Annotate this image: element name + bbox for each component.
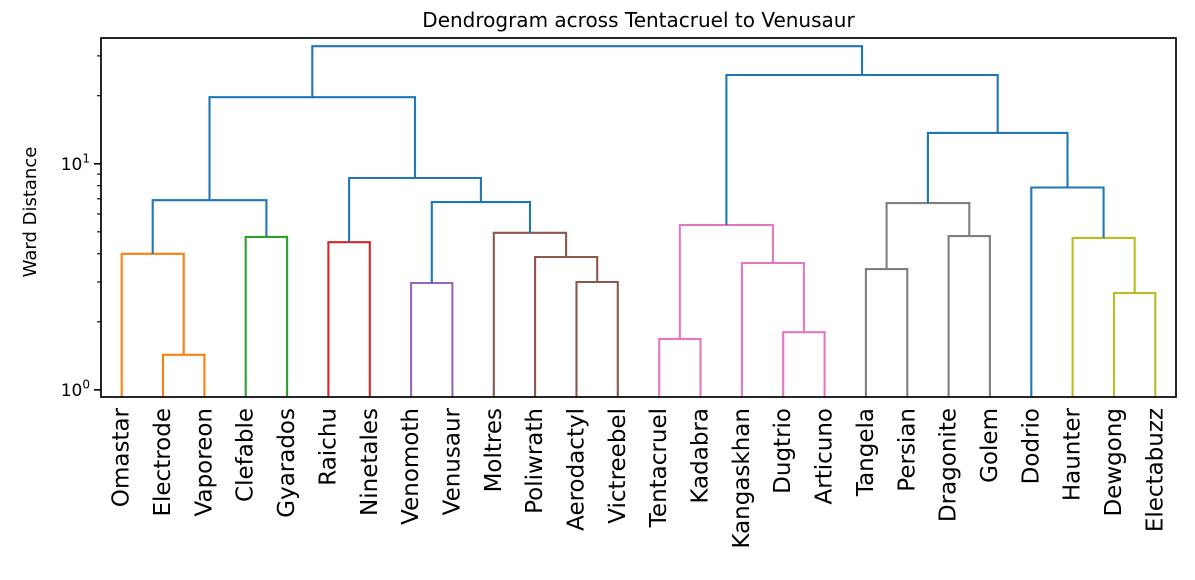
dendrogram-link-m19 (1112, 292, 1157, 397)
dendrogram-link-m2 (244, 235, 289, 397)
leaf-label-tentacruel: Tentacruel (646, 408, 672, 528)
leaf-label-gyarados: Gyarados (274, 408, 300, 518)
leaf-label-tangela: Tangela (853, 408, 879, 497)
dendrogram-link-m7 (534, 255, 599, 397)
leaf-label-aerodactyl: Aerodactyl (563, 408, 589, 531)
leaf-label-haunter: Haunter (1060, 407, 1086, 501)
dendrogram-link-m5 (410, 281, 454, 397)
dendrogram-link-m20 (1071, 236, 1136, 397)
leaf-label-kadabra: Kadabra (688, 408, 714, 504)
leaf-label-kangaskhan: Kangaskhan (729, 408, 755, 549)
y-axis-label: Ward Distance (20, 147, 41, 278)
leaf-label-dugtrio: Dugtrio (770, 408, 796, 494)
leaf-label-venusaur: Venusaur (439, 407, 465, 515)
leaf-label-moltres: Moltres (481, 408, 507, 492)
leaf-label-articuno: Articuno (812, 408, 838, 504)
y-tick-label: 100 (61, 377, 90, 401)
leaf-label-vaporeon: Vaporeon (191, 408, 217, 516)
leaf-label-electrode: Electrode (150, 408, 176, 517)
dendrogram-link-m24 (311, 45, 864, 98)
dendrogram-link-m17 (947, 235, 991, 397)
leaf-label-dodrio: Dodrio (1018, 408, 1044, 484)
leaf-label-ninetales: Ninetales (357, 408, 383, 516)
dendrogram-link-m9 (430, 201, 532, 283)
leaf-label-dragonite: Dragonite (936, 408, 962, 522)
dendrogram-link-m15 (678, 223, 774, 339)
dendrogram-link-m21 (1030, 186, 1105, 397)
plot-border (100, 37, 1177, 398)
leaf-label-persian: Persian (894, 408, 920, 492)
dendrogram-link-m4 (327, 241, 371, 397)
dendrogram-link-m10 (348, 176, 482, 243)
dendrogram-link-m12 (658, 337, 702, 397)
dendrogram-link-m3 (151, 199, 268, 254)
leaf-label-victreebel: Victreebel (605, 408, 631, 524)
leaf-label-clefable: Clefable (233, 408, 259, 502)
y-tick-label: 101 (61, 151, 90, 175)
dendrogram-link-m16 (864, 268, 909, 397)
leaf-label-venomoth: Venomoth (398, 408, 424, 525)
dendrogram-link-m14 (740, 261, 805, 397)
dendrogram-link-m6 (575, 280, 619, 397)
leaf-label-golem: Golem (977, 408, 1003, 483)
dendrogram-link-m0 (161, 353, 206, 397)
dendrogram-link-m22 (926, 131, 1069, 204)
leaf-label-poliwrath: Poliwrath (522, 408, 548, 514)
chart-title: Dendrogram across Tentacruel to Venusaur (422, 8, 855, 32)
dendrogram-link-m13 (782, 331, 826, 397)
leaf-label-raichu: Raichu (315, 408, 341, 486)
leaf-label-dewgong: Dewgong (1101, 408, 1127, 517)
leaf-label-electabuzz: Electabuzz (1142, 408, 1168, 532)
dendrogram-link-m11 (208, 96, 417, 201)
dendrogram-link-m1 (120, 252, 185, 397)
leaf-label-omastar: Omastar (109, 407, 135, 507)
